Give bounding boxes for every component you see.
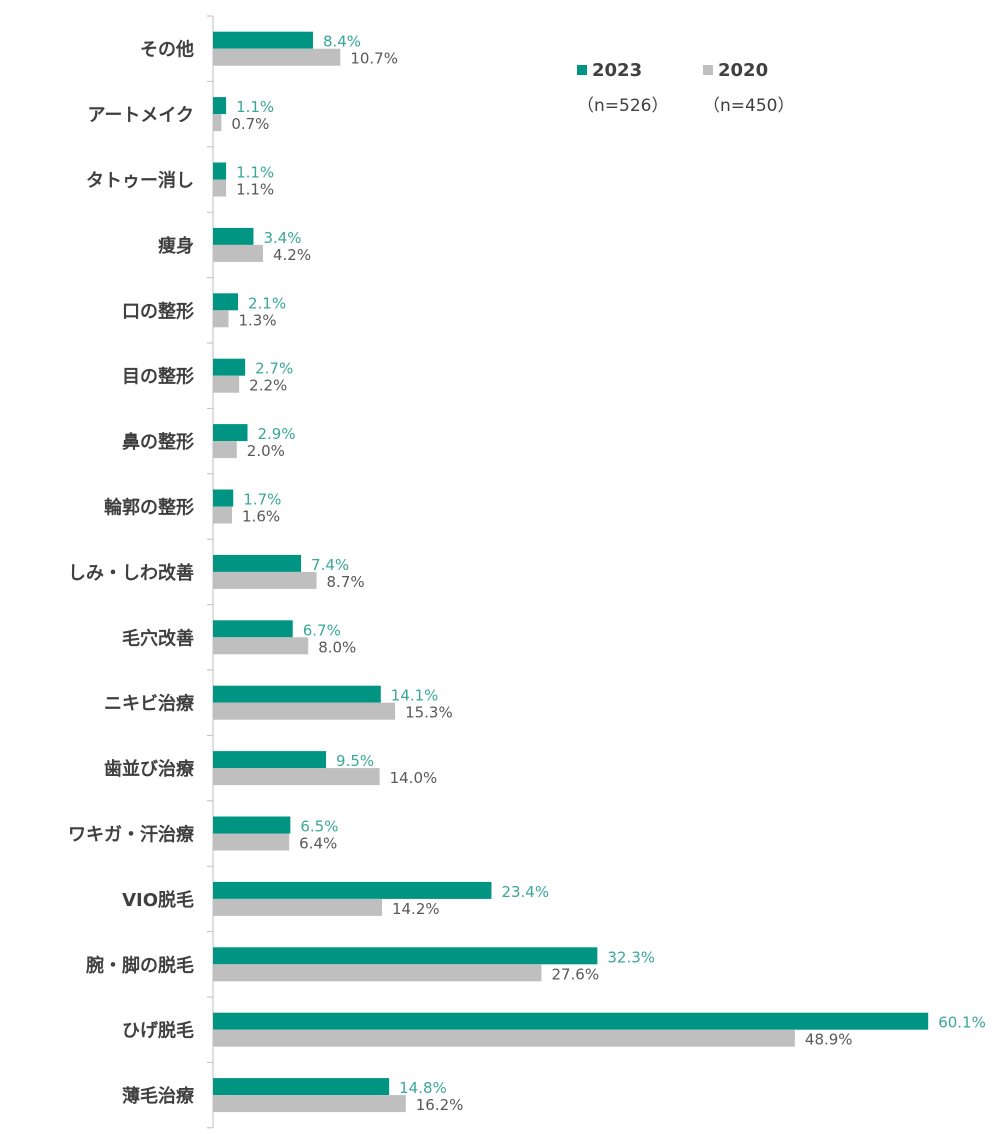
- category-label: 毛穴改善: [122, 627, 194, 649]
- data-label-2020: 4.2%: [273, 246, 311, 264]
- bar-2023: [213, 947, 598, 965]
- category-label: 薄毛治療: [122, 1085, 195, 1107]
- data-label-2020: 2.2%: [249, 377, 287, 395]
- data-label-2020: 1.1%: [236, 181, 274, 199]
- data-label-2023: 14.8%: [399, 1079, 447, 1097]
- bar-2020: [213, 1029, 795, 1047]
- category-label: タトゥー消し: [86, 170, 194, 192]
- category-label: 輪郭の整形: [104, 497, 194, 519]
- bar-2023: [213, 489, 234, 507]
- data-label-2023: 1.1%: [236, 164, 274, 182]
- bar-2020: [213, 441, 237, 459]
- bar-2023: [213, 358, 246, 376]
- data-label-2023: 1.7%: [243, 491, 281, 509]
- data-label-2023: 2.1%: [248, 294, 286, 312]
- bar-2023: [213, 751, 327, 769]
- bar-2020: [213, 1095, 406, 1113]
- data-label-2020: 14.0%: [390, 769, 438, 787]
- category-label: 鼻の整形: [122, 431, 194, 453]
- data-label-2020: 8.0%: [318, 638, 356, 656]
- bar-2020: [213, 114, 222, 132]
- bar-2023: [213, 620, 293, 638]
- data-label-2023: 14.1%: [391, 687, 439, 705]
- bar-2023: [213, 685, 381, 703]
- data-label-2020: 6.4%: [299, 835, 337, 853]
- bar-2023: [213, 554, 302, 572]
- data-label-2023: 6.7%: [303, 621, 341, 639]
- bar-2020: [213, 310, 229, 328]
- data-label-2020: 2.0%: [247, 442, 285, 460]
- data-label-2023: 9.5%: [336, 752, 374, 770]
- data-label-2020: 15.3%: [405, 704, 453, 722]
- data-label-2023: 32.3%: [607, 948, 655, 966]
- bar-2020: [213, 702, 396, 720]
- bar-2020: [213, 375, 240, 393]
- data-label-2020: 27.6%: [551, 965, 599, 983]
- legend-label-2023: 2023: [592, 60, 643, 81]
- bar-2020: [213, 637, 309, 655]
- category-label: アートメイク: [87, 105, 194, 126]
- data-label-2023: 8.4%: [323, 33, 361, 51]
- bar-2020: [213, 244, 263, 262]
- bar-2023: [213, 162, 227, 180]
- bar-2023: [213, 816, 291, 834]
- data-label-2023: 7.4%: [311, 556, 349, 574]
- data-label-2020: 0.7%: [231, 115, 269, 133]
- bar-2020: [213, 571, 317, 589]
- category-label: ニキビ治療: [104, 693, 195, 715]
- data-label-2020: 10.7%: [350, 50, 398, 68]
- bar-2020: [213, 768, 380, 786]
- data-label-2020: 1.6%: [242, 508, 280, 526]
- category-label: 口の整形: [122, 300, 194, 322]
- bar-2023: [213, 1012, 929, 1030]
- bar-2023: [213, 227, 254, 245]
- data-label-2023: 60.1%: [938, 1014, 986, 1032]
- bar-2023: [213, 293, 238, 311]
- legend-swatch-2023: [577, 65, 587, 75]
- bar-2023: [213, 1078, 390, 1096]
- data-label-2020: 14.2%: [392, 900, 440, 918]
- bar-2020: [213, 833, 290, 851]
- bar-2020: [213, 506, 233, 524]
- data-label-2023: 3.4%: [263, 229, 301, 247]
- legend-item-2023: 2023 （n=526）: [577, 60, 668, 116]
- category-label: 歯並び治療: [104, 758, 195, 780]
- data-label-2020: 8.7%: [327, 573, 365, 591]
- bar-2023: [213, 97, 227, 115]
- legend-item-2020: 2020 （n=450）: [703, 60, 794, 116]
- legend-n-2020: （n=450）: [703, 96, 795, 116]
- data-label-2023: 23.4%: [501, 883, 549, 901]
- bar-2023: [213, 31, 313, 49]
- data-label-2020: 48.9%: [805, 1031, 853, 1049]
- data-label-2023: 6.5%: [300, 818, 338, 836]
- data-label-2023: 2.9%: [258, 425, 296, 443]
- bar-2023: [213, 424, 248, 442]
- bar-2020: [213, 964, 542, 982]
- category-label: 目の整形: [122, 366, 194, 388]
- bar-2023: [213, 881, 492, 899]
- data-label-2020: 1.3%: [238, 311, 276, 329]
- legend-n-2023: （n=526）: [577, 96, 669, 116]
- data-label-2023: 2.7%: [255, 360, 293, 378]
- category-label: その他: [140, 39, 194, 61]
- bar-2020: [213, 179, 227, 197]
- bar-2020: [213, 48, 341, 66]
- category-label: ワキガ・汗治療: [68, 824, 195, 846]
- data-label-2023: 1.1%: [236, 98, 274, 116]
- legend-swatch-2020: [703, 65, 713, 75]
- category-label: 痩身: [158, 235, 194, 257]
- category-label: しみ・しわ改善: [68, 562, 194, 584]
- category-label: 腕・脚の脱毛: [86, 954, 194, 976]
- legend-label-2020: 2020: [718, 60, 769, 81]
- category-label: ひげ脱毛: [122, 1020, 194, 1042]
- category-label: VIO脱毛: [122, 889, 194, 911]
- bar-2020: [213, 898, 382, 916]
- data-label-2020: 16.2%: [416, 1096, 464, 1114]
